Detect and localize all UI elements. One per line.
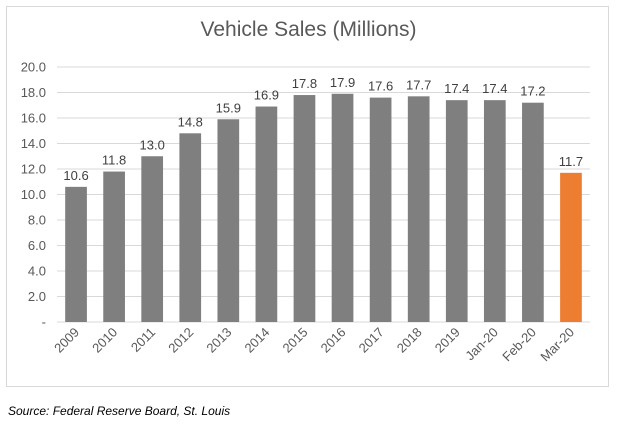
data-label: 11.8 <box>102 153 126 168</box>
x-tick-label: Mar-20 <box>537 325 577 365</box>
y-tick-label: 14.0 <box>21 136 46 151</box>
source-note: Source: Federal Reserve Board, St. Louis <box>8 404 231 418</box>
data-label: 17.9 <box>330 75 355 90</box>
y-tick-label: 18.0 <box>21 85 46 100</box>
y-tick-label: 4.0 <box>28 264 46 279</box>
y-tick-label: 6.0 <box>28 238 46 253</box>
bar <box>560 172 582 322</box>
y-tick-label: 16.0 <box>21 111 46 126</box>
x-tick-label: 2015 <box>280 325 311 356</box>
bar <box>522 102 544 322</box>
bar <box>103 171 125 322</box>
y-tick-label: 2.0 <box>28 289 46 304</box>
y-tick-label: 10.0 <box>21 187 46 202</box>
data-label: 14.8 <box>178 114 203 129</box>
y-tick-label: 20.0 <box>21 60 46 75</box>
bar <box>179 133 202 322</box>
data-label: 17.2 <box>520 84 545 99</box>
data-label: 10.6 <box>63 168 88 183</box>
x-tick-label: 2018 <box>394 325 425 356</box>
bar <box>407 96 430 322</box>
x-tick-label: 2014 <box>241 325 272 356</box>
bar <box>217 119 240 323</box>
x-tick-label: 2019 <box>432 325 463 356</box>
chart-title: Vehicle Sales (Millions) <box>200 18 417 41</box>
bar <box>141 156 164 322</box>
x-tick-label: 2011 <box>128 325 158 355</box>
bar <box>445 100 468 323</box>
y-tick-label: - <box>42 315 46 330</box>
data-label: 17.4 <box>444 81 469 96</box>
data-label: 16.9 <box>254 88 279 103</box>
x-tick-label: 2017 <box>356 325 387 356</box>
bar <box>65 186 87 322</box>
x-tick-label: 2016 <box>318 325 349 356</box>
y-tick-label: 8.0 <box>28 213 46 228</box>
x-tick-label: 2013 <box>203 325 234 356</box>
x-tick-label: 2009 <box>51 325 82 356</box>
x-tick-label: 2012 <box>165 325 196 356</box>
bar <box>483 100 506 323</box>
data-label: 17.8 <box>292 76 317 91</box>
data-label: 13.0 <box>140 137 165 152</box>
bar <box>369 97 392 322</box>
data-label: 17.6 <box>368 79 393 94</box>
bar <box>255 106 278 323</box>
x-tick-label: Jan-20 <box>462 325 501 364</box>
data-label: 15.9 <box>216 100 241 115</box>
x-tick-label: 2010 <box>89 325 120 356</box>
bar <box>293 95 316 322</box>
data-label: 17.7 <box>406 77 431 92</box>
data-label: 11.7 <box>559 154 583 169</box>
y-tick-label: 12.0 <box>21 162 46 177</box>
data-label: 17.4 <box>482 81 507 96</box>
x-tick-label: Feb-20 <box>499 325 539 365</box>
bar <box>331 93 354 323</box>
